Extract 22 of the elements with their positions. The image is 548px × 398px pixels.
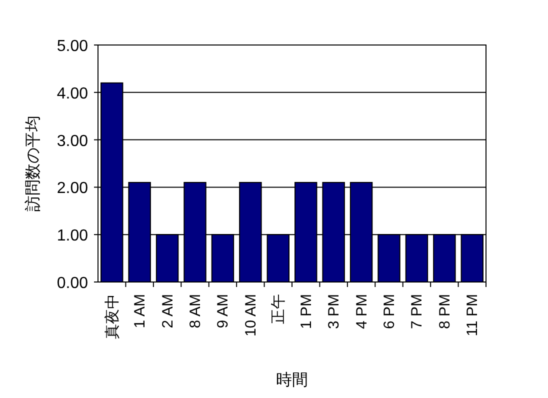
x-tick-label: 1 AM [132, 294, 149, 328]
y-tick-label: 3.00 [56, 132, 88, 150]
x-tick-label: 9 AM [214, 294, 232, 328]
x-axis-title: 時間 [276, 371, 308, 389]
y-tick-label: 4.00 [56, 85, 88, 102]
x-tick-label: 11 PM [464, 294, 482, 336]
x-tick-label: 1 PM [298, 294, 315, 330]
y-tick-label: 2.00 [56, 180, 88, 198]
y-axis-title: 訪問数の平均 [24, 116, 42, 212]
x-tick-label: 2 AM [159, 294, 176, 328]
y-tick-label: 5.00 [56, 38, 88, 55]
x-tick-label: 8 PM [436, 294, 454, 330]
x-tick-label: 4 PM [353, 294, 370, 330]
x-tick-label: 7 PM [408, 294, 426, 330]
x-tick-label: 正午 [270, 294, 288, 324]
x-tick-label: 6 PM [381, 294, 398, 330]
x-tick-label: 3 PM [326, 294, 343, 330]
x-tick-label: 真夜中 [104, 294, 121, 339]
y-tick-label: 1.00 [56, 228, 88, 245]
y-tick-label: 0.00 [56, 275, 88, 292]
x-tick-label: 8 AM [187, 294, 204, 328]
x-tick-label: 10 AM [242, 294, 260, 337]
